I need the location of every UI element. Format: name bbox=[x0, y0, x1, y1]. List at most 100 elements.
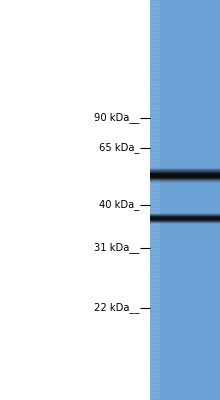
Bar bbox=[150, 267, 160, 268]
Bar bbox=[150, 388, 160, 390]
Bar bbox=[150, 140, 220, 142]
Bar bbox=[150, 251, 160, 252]
Bar bbox=[150, 217, 220, 218]
Bar bbox=[150, 229, 160, 231]
Bar bbox=[150, 160, 220, 162]
Bar bbox=[150, 335, 220, 336]
Bar bbox=[150, 131, 160, 132]
Bar bbox=[150, 112, 160, 114]
Bar bbox=[150, 11, 160, 12]
Bar bbox=[150, 167, 160, 168]
Bar bbox=[150, 4, 160, 6]
Bar bbox=[150, 321, 160, 323]
Bar bbox=[150, 379, 160, 380]
Bar bbox=[150, 59, 160, 60]
Bar bbox=[150, 175, 220, 176]
Bar bbox=[150, 12, 160, 14]
Text: 90 kDa__: 90 kDa__ bbox=[94, 112, 140, 124]
Bar bbox=[150, 181, 220, 183]
Bar bbox=[150, 184, 220, 186]
Bar bbox=[150, 108, 160, 110]
Bar bbox=[150, 209, 160, 211]
Bar bbox=[150, 85, 160, 87]
Bar bbox=[150, 31, 220, 32]
Bar bbox=[150, 317, 220, 319]
Bar bbox=[150, 293, 160, 295]
Bar bbox=[150, 8, 160, 10]
Bar bbox=[150, 196, 160, 198]
Bar bbox=[150, 132, 220, 134]
Bar bbox=[150, 180, 160, 182]
Bar bbox=[150, 144, 160, 146]
Bar bbox=[150, 383, 220, 384]
Bar bbox=[150, 108, 220, 110]
Bar bbox=[150, 359, 220, 360]
Bar bbox=[150, 264, 160, 266]
Bar bbox=[150, 174, 220, 175]
Bar bbox=[150, 39, 220, 40]
Bar bbox=[150, 180, 220, 181]
Bar bbox=[150, 69, 220, 71]
Bar bbox=[150, 221, 160, 223]
Bar bbox=[150, 383, 160, 384]
Bar bbox=[150, 379, 220, 380]
Bar bbox=[150, 168, 220, 169]
Bar bbox=[150, 36, 220, 38]
Bar bbox=[150, 181, 220, 182]
Bar bbox=[150, 269, 220, 271]
Bar bbox=[150, 189, 220, 191]
Bar bbox=[150, 227, 160, 228]
Bar bbox=[150, 76, 220, 78]
Bar bbox=[150, 21, 160, 23]
Bar bbox=[150, 389, 220, 391]
Bar bbox=[150, 8, 220, 10]
Bar bbox=[150, 253, 160, 255]
Bar bbox=[150, 180, 220, 181]
Bar bbox=[150, 213, 220, 215]
Bar bbox=[150, 189, 160, 191]
Bar bbox=[150, 179, 160, 180]
Bar bbox=[150, 397, 220, 399]
Bar bbox=[150, 115, 160, 116]
Bar bbox=[150, 384, 160, 386]
Bar bbox=[150, 149, 220, 151]
Bar bbox=[150, 104, 220, 106]
Bar bbox=[150, 264, 220, 266]
Bar bbox=[150, 353, 160, 355]
Bar bbox=[150, 207, 160, 208]
Bar bbox=[150, 377, 160, 379]
Bar bbox=[150, 225, 220, 227]
Bar bbox=[150, 241, 220, 243]
Bar bbox=[150, 15, 160, 16]
Bar bbox=[150, 157, 160, 159]
Bar bbox=[150, 336, 220, 338]
Bar bbox=[150, 92, 220, 94]
Bar bbox=[150, 316, 220, 318]
Bar bbox=[150, 15, 220, 16]
Bar bbox=[150, 183, 220, 184]
Bar bbox=[150, 281, 220, 283]
Bar bbox=[150, 387, 160, 388]
Bar bbox=[150, 149, 160, 151]
Bar bbox=[150, 117, 160, 119]
Bar bbox=[150, 240, 220, 242]
Bar bbox=[150, 344, 160, 346]
Bar bbox=[150, 168, 220, 170]
Bar bbox=[150, 280, 160, 282]
Bar bbox=[150, 222, 220, 223]
Bar bbox=[150, 351, 220, 352]
Bar bbox=[150, 291, 160, 292]
Bar bbox=[150, 351, 160, 352]
Bar bbox=[150, 312, 160, 314]
Bar bbox=[150, 151, 160, 152]
Bar bbox=[150, 141, 160, 143]
Bar bbox=[150, 205, 220, 207]
Bar bbox=[150, 192, 160, 194]
Bar bbox=[150, 369, 160, 371]
Bar bbox=[150, 347, 160, 348]
Bar bbox=[150, 355, 160, 356]
Bar bbox=[150, 216, 220, 218]
Bar bbox=[150, 41, 220, 43]
Bar bbox=[150, 261, 220, 263]
Bar bbox=[150, 235, 220, 236]
